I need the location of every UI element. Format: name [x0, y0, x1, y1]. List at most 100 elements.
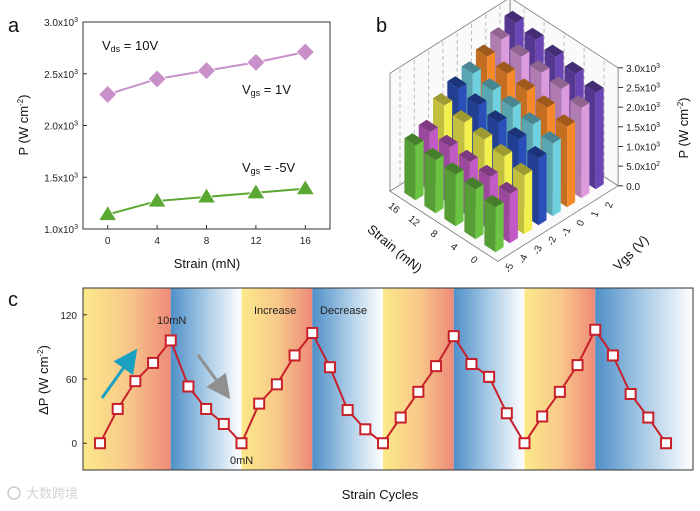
bar-3d	[404, 133, 424, 201]
strain-tick-label: 0	[468, 254, 480, 266]
vgs-tick-label: -5	[503, 262, 517, 275]
bar-top-face	[478, 164, 498, 178]
square-point	[589, 323, 602, 336]
square-point	[147, 356, 160, 369]
bar-top-face	[527, 146, 547, 159]
bar-top-face	[461, 61, 481, 74]
strain-tick-label: 4	[448, 241, 460, 253]
bar-top-face	[530, 60, 550, 73]
bar-top-face	[510, 44, 530, 57]
square-point	[571, 359, 584, 372]
bar-side-face	[464, 181, 476, 240]
annotation-0mn: 0mN	[230, 455, 253, 467]
y-tick-label: 1.0x103	[44, 224, 78, 236]
bar-3d	[424, 147, 444, 214]
square-point	[94, 437, 106, 450]
square-point	[553, 385, 566, 398]
square-point	[323, 361, 336, 374]
square-point	[235, 437, 248, 450]
bar-top-face	[513, 162, 533, 176]
bar-top-face	[438, 134, 458, 148]
vgs-tick-label: -1	[560, 226, 574, 239]
y-tick-label: 2.0x103	[44, 121, 78, 133]
bar-top-face	[550, 76, 570, 89]
square-point	[341, 404, 354, 417]
square-point	[111, 402, 124, 415]
square-point	[200, 402, 213, 415]
bar-top-face	[490, 27, 510, 40]
bar-front-face	[524, 170, 533, 235]
vgs-tick-label: -3	[532, 244, 546, 257]
bar-front-face	[595, 87, 604, 190]
annotation-decrease: Decrease	[320, 305, 367, 317]
bar-top-face	[524, 27, 544, 40]
bar-top-face	[418, 119, 438, 133]
bar-front-face	[509, 189, 518, 244]
square-point	[306, 326, 319, 339]
x-tick-label: 0	[105, 236, 111, 247]
triangle-point	[97, 204, 118, 221]
z-tick-label: 2.5x103	[626, 82, 660, 94]
triangle-point	[295, 178, 316, 196]
bar-top-face	[484, 195, 504, 208]
vgs-tick-label: 2	[604, 200, 616, 209]
panel-c: c 0 60 120 10mN 0mN Increase Decrease Stra…	[8, 287, 694, 502]
diamond-point	[295, 42, 315, 62]
square-point	[606, 349, 619, 362]
z-tick-label: 5.0x102	[626, 161, 660, 173]
strain-tick-label: 12	[406, 214, 422, 230]
bar-top-face	[498, 181, 518, 194]
bar-front-face	[475, 184, 484, 240]
bar-front-face	[495, 202, 504, 253]
bar-top-face	[487, 110, 507, 123]
bar-top-face	[541, 131, 561, 144]
bar-top-face	[535, 95, 556, 108]
bar-top-face	[447, 76, 467, 89]
panel-b-vgs-label: Vgs (V)	[610, 232, 651, 273]
z-tick-label: 1.0x103	[626, 141, 660, 153]
strain-tick-label: 16	[386, 201, 402, 217]
bar-front-face	[435, 155, 444, 214]
bar-top-face	[495, 61, 516, 74]
square-point	[430, 360, 443, 373]
bar-side-face	[484, 200, 496, 253]
annotation-10mn: 10mN	[157, 315, 186, 327]
bar-side-face	[424, 152, 436, 214]
bar-3d	[444, 162, 464, 227]
y-tick-label: 3.0x103	[44, 17, 78, 29]
square-point	[483, 370, 496, 383]
watermark: 大数跨境	[7, 486, 78, 501]
bar-top-face	[424, 147, 444, 161]
triangle-point	[196, 187, 217, 204]
bar-top-face	[473, 127, 493, 140]
bar-front-face	[552, 138, 561, 217]
z-tick-label: 1.5x103	[626, 122, 660, 134]
annotation-vgs-1v: Vgs = 1V	[242, 82, 291, 98]
panel-a-xlabel: Strain (mN)	[174, 256, 240, 271]
square-point	[536, 410, 549, 423]
decrease-band	[595, 288, 693, 470]
bar-top-face	[515, 78, 536, 91]
bar-top-face	[404, 133, 424, 146]
strain-tick-label: 8	[428, 228, 440, 240]
decrease-band	[312, 288, 383, 470]
panel-c-label: c	[8, 289, 18, 311]
square-point	[377, 437, 389, 450]
increase-band	[383, 288, 454, 470]
triangle-point	[246, 182, 266, 200]
square-point	[660, 437, 672, 450]
square-point	[129, 375, 142, 388]
y-tick-label: 60	[66, 375, 78, 386]
panel-c-ylabel: ΔP (W cm-2)	[36, 345, 51, 415]
square-point	[182, 380, 195, 393]
panel-a-ylabel: P (W cm-2)	[16, 94, 31, 155]
diamond-point	[196, 61, 217, 81]
square-point	[624, 387, 637, 400]
watermark-text: 大数跨境	[26, 486, 78, 501]
bar-front-face	[415, 140, 424, 201]
square-point	[359, 423, 372, 436]
triangle-point	[147, 191, 167, 208]
y-tick-label: 120	[60, 311, 77, 322]
z-tick-label: 0.0	[626, 182, 640, 193]
z-tick-label: 2.0x103	[626, 102, 660, 114]
